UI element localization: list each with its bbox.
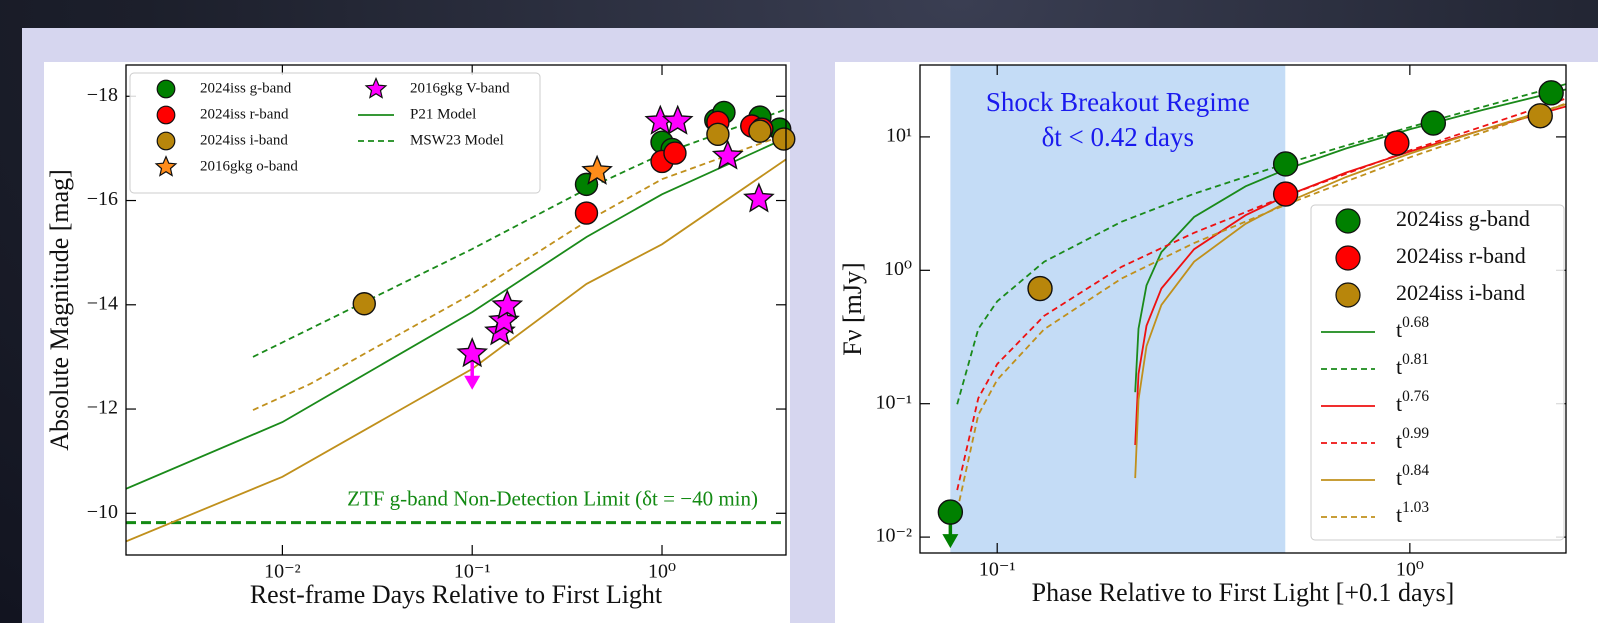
x-tick-label: 10⁰ xyxy=(648,561,676,583)
legend-label: 2024iss g-band xyxy=(200,80,292,96)
legend-marker xyxy=(1335,282,1361,308)
upper-limit-arrowhead xyxy=(464,375,481,390)
model-line xyxy=(1134,105,1566,446)
y-tick-label: −14 xyxy=(87,292,118,314)
y-tick-label: 10⁻² xyxy=(875,525,912,547)
data-point xyxy=(748,119,772,143)
legend-label: 2024iss g-band xyxy=(1396,206,1530,231)
y-tick-label: −12 xyxy=(87,397,118,419)
legend-label: MSW23 Model xyxy=(410,132,504,148)
data-point xyxy=(772,127,796,151)
data-point xyxy=(663,141,687,165)
legend-label: 2016gkg o-band xyxy=(200,158,298,174)
x-tick-label: 10⁻¹ xyxy=(454,561,491,583)
x-tick-label: 10⁻¹ xyxy=(979,559,1016,581)
data-star xyxy=(711,139,744,170)
legend-marker xyxy=(156,131,176,151)
legend-marker xyxy=(1335,245,1361,271)
data-point xyxy=(1384,130,1410,156)
y-tick-label: 10¹ xyxy=(886,125,912,147)
legend-label: 2024iss r-band xyxy=(200,106,289,122)
x-tick-label: 10⁰ xyxy=(1396,559,1424,581)
legend-marker xyxy=(154,155,178,177)
y-tick-label: −10 xyxy=(87,501,118,523)
data-star xyxy=(743,182,775,213)
data-point xyxy=(1027,275,1053,302)
x-tick-label: 10⁻² xyxy=(264,561,301,583)
shaded-region xyxy=(950,65,1286,553)
data-point xyxy=(1420,110,1447,136)
y-tick-label: −18 xyxy=(87,84,118,106)
axes-frame xyxy=(919,64,1567,554)
legend-label: 2024iss r-band xyxy=(1396,243,1526,268)
x-axis-label: Phase Relative to First Light [+0.1 days… xyxy=(1032,578,1455,607)
plot-area xyxy=(126,108,786,543)
legend-box xyxy=(1310,204,1565,541)
annotation: ZTF g-band Non-Detection Limit (δt = −40… xyxy=(347,486,758,510)
model-line xyxy=(126,158,786,543)
model-line xyxy=(252,108,786,358)
data-point xyxy=(1272,151,1299,177)
region-label: δt < 0.42 days xyxy=(1042,122,1194,152)
data-point xyxy=(1538,80,1564,106)
legend-marker xyxy=(364,76,388,99)
legend-label: 2024iss i-band xyxy=(200,132,288,148)
data-star xyxy=(456,337,489,368)
model-line xyxy=(956,97,1566,491)
model-line xyxy=(252,133,786,411)
data-point xyxy=(937,499,964,525)
y-tick-label: −16 xyxy=(87,188,118,210)
data-star xyxy=(491,289,524,320)
legend-marker xyxy=(156,79,176,99)
model-line xyxy=(956,102,1566,512)
legend-label: 2016gkg V-band xyxy=(410,80,510,96)
model-line xyxy=(1134,103,1566,479)
data-point xyxy=(1272,181,1299,207)
data-point xyxy=(352,292,376,316)
legend-label: 2024iss i-band xyxy=(1396,280,1525,305)
plot-area xyxy=(950,65,1566,553)
legend-marker xyxy=(1335,208,1361,234)
model-line xyxy=(126,137,786,490)
data-star xyxy=(581,154,613,185)
y-tick-label: 10⁰ xyxy=(884,258,912,280)
y-axis-label: Absolute Magnitude [mag] xyxy=(45,169,74,451)
data-point xyxy=(706,122,730,147)
y-axis-label: Fν [mJy] xyxy=(838,262,867,355)
model-line xyxy=(956,83,1566,405)
legend-marker xyxy=(156,105,176,125)
region-title: Shock Breakout Regime xyxy=(986,87,1250,117)
data-star xyxy=(661,104,694,135)
x-axis-label: Rest-frame Days Relative to First Light xyxy=(250,580,663,609)
legend-box xyxy=(129,72,541,194)
y-tick-label: 10⁻¹ xyxy=(875,391,912,413)
legend-label: P21 Model xyxy=(410,106,476,122)
upper-limit-arrowhead xyxy=(942,534,959,549)
axes-frame xyxy=(125,64,787,556)
legend-label: t0.76 xyxy=(1396,388,1429,416)
data-point xyxy=(574,201,599,225)
data-point xyxy=(1527,103,1553,129)
